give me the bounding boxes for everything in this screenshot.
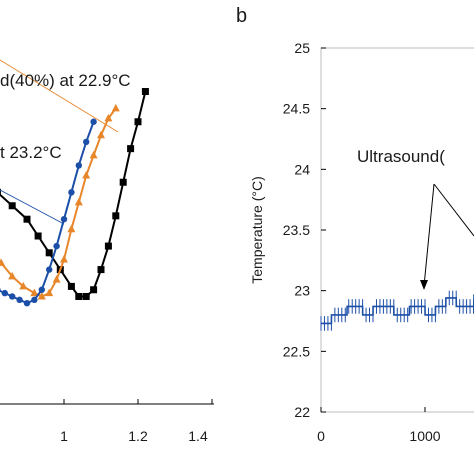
panel-a-series-1-point bbox=[97, 130, 105, 139]
annotation-blue: t 23.2°C bbox=[0, 143, 62, 162]
panel-a-series-2-point bbox=[9, 293, 16, 300]
panel-a-series-1-point bbox=[104, 113, 113, 122]
panel-b-label: b bbox=[236, 5, 247, 27]
panel-a-series-0-point bbox=[34, 232, 42, 240]
panel-a-series-1-point bbox=[52, 275, 61, 283]
panel-b-y-tick-label: 24 bbox=[294, 161, 310, 177]
panel-a-series-1-point bbox=[0, 258, 6, 266]
panel-a-series-1-point bbox=[45, 288, 54, 297]
annotation-orange: d(40%) at 22.9°C bbox=[0, 71, 131, 90]
panel-a-series-2-point bbox=[31, 296, 38, 304]
panel-a-series-1-point bbox=[111, 103, 120, 112]
panel-b-frame bbox=[320, 47, 474, 413]
panel-b-arrow-1 bbox=[423, 183, 435, 287]
panel-a-series-2-point bbox=[68, 189, 75, 196]
panel-b-arrowhead-1 bbox=[420, 280, 428, 290]
panel-a-series-0-point bbox=[104, 242, 112, 250]
panel-a-series-2-point bbox=[38, 286, 45, 293]
panel-a-series-2-point bbox=[23, 300, 31, 307]
panel-a-series-2-point bbox=[83, 138, 90, 146]
panel-a-series-1-point bbox=[67, 224, 76, 233]
panel-a: 1 1.2 1.4 d(40%) at 22.9°C t 23.2°C bbox=[0, 59, 214, 444]
panel-a-series-1-point bbox=[89, 150, 98, 159]
annotation-arrow-blue bbox=[0, 189, 65, 225]
panel-a-series-1-point bbox=[60, 255, 68, 263]
panel-a-series-0-point bbox=[0, 188, 1, 196]
panel-b-annotation: Ultrasound( bbox=[357, 147, 445, 166]
panel-a-series-2-point bbox=[75, 162, 83, 169]
panel-a-series-0-point bbox=[90, 286, 98, 294]
panel-a-series-1-point bbox=[74, 197, 83, 206]
panel-a-x-ticks: 1 1.2 1.4 bbox=[60, 399, 213, 444]
panel-b-y-tick-label: 25 bbox=[294, 40, 310, 56]
panel-a-series-0-point bbox=[119, 178, 127, 186]
panel-a-series-0-point bbox=[127, 145, 135, 153]
panel-a-series-1-point bbox=[19, 281, 28, 290]
panel-a-x-tick-label: 1.2 bbox=[128, 428, 148, 444]
panel-a-series-0-point bbox=[8, 202, 16, 210]
panel-b-x-tick-label: 0 bbox=[317, 428, 325, 444]
panel-b-series bbox=[320, 290, 474, 331]
panel-b-arrow-2 bbox=[433, 183, 474, 237]
panel-a-series-1-point bbox=[30, 288, 39, 297]
panel-b-y-axis-label: Temperature (°C) bbox=[249, 176, 265, 284]
panel-b: b 22 22.5 23 23.5 24 24.5 25 0 1000 Temperature… bbox=[236, 5, 474, 444]
panel-a-series-2-point bbox=[60, 216, 68, 223]
panel-b-y-tick-label: 22.5 bbox=[283, 343, 310, 359]
panel-a-series-0-point bbox=[134, 118, 142, 126]
panel-b-y-ticks: 22 22.5 23 23.5 24 24.5 25 bbox=[283, 40, 326, 420]
panel-a-series-1-point bbox=[8, 271, 17, 280]
panel-a-series-0-point bbox=[141, 88, 149, 96]
panel-b-x-ticks: 0 1000 bbox=[317, 407, 441, 444]
panel-a-series-2-point bbox=[53, 242, 60, 250]
panel-a-series-2-point bbox=[90, 118, 97, 125]
panel-a-series-2-point bbox=[0, 287, 1, 292]
panel-a-series-0-point bbox=[67, 282, 75, 290]
panel-b-x-tick-label: 1000 bbox=[409, 428, 440, 444]
panel-a-series-2-point bbox=[1, 289, 9, 297]
panel-a-series-0-point bbox=[23, 215, 31, 223]
panel-a-series-0-point bbox=[97, 266, 105, 274]
annotation-arrow-orange bbox=[0, 59, 119, 133]
panel-a-series-1-point bbox=[82, 171, 91, 179]
panel-b-y-tick-label: 23.5 bbox=[283, 222, 310, 238]
panel-a-series-0-point bbox=[112, 212, 120, 220]
panel-a-x-tick-label: 1 bbox=[60, 428, 68, 444]
panel-a-series-0-point bbox=[75, 292, 83, 300]
panel-a-series-0-point bbox=[82, 292, 90, 300]
panel-a-series-1-point bbox=[37, 291, 46, 300]
panel-a-series-2-point bbox=[16, 296, 23, 304]
panel-b-y-tick-label: 23 bbox=[294, 283, 310, 299]
panel-a-x-tick-label: 1.4 bbox=[188, 428, 208, 444]
panel-b-y-tick-label: 22 bbox=[294, 404, 310, 420]
panel-a-series-2-point bbox=[46, 266, 53, 273]
panel-a-series bbox=[0, 88, 149, 307]
panel-b-y-tick-label: 24.5 bbox=[283, 101, 310, 117]
panel-a-series-0-point bbox=[45, 249, 53, 257]
